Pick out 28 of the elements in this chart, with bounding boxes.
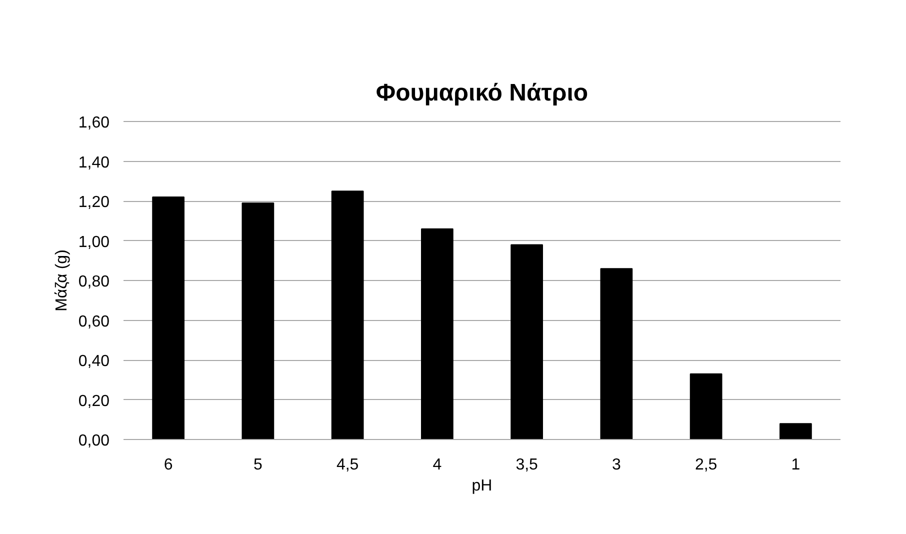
bar (421, 228, 454, 440)
y-tick-label: 1,40 (78, 154, 110, 172)
x-tick-label: 2,5 (694, 456, 718, 474)
bar (152, 196, 184, 440)
y-tick-label: 1,60 (78, 114, 110, 132)
y-tick-label: 0,60 (78, 313, 110, 330)
x-tick-label: 3,5 (516, 456, 538, 474)
y-tick-label: 0,40 (78, 353, 110, 370)
x-tick-label: 3 (612, 456, 621, 474)
x-axis-title: pH (472, 478, 492, 494)
y-tick-label: 0,20 (78, 392, 110, 410)
y-tick-label: 0,00 (78, 432, 110, 450)
x-tick-label: 5 (253, 456, 262, 474)
x-tick-label: 4 (432, 456, 442, 474)
y-tick-label: 1,00 (78, 234, 110, 251)
y-axis-title: Μάζα (g) (53, 250, 70, 312)
x-tick-label: 1 (791, 456, 800, 474)
bar (510, 244, 543, 440)
bar (690, 373, 722, 440)
x-tick-label: 4,5 (336, 456, 359, 474)
chart-title: Φουμαρικό Νάτριο (376, 80, 588, 106)
y-tick-label: 0,80 (78, 274, 110, 290)
bar (331, 190, 364, 440)
bar (600, 268, 633, 440)
y-tick-label: 1,20 (78, 194, 110, 211)
bar (242, 202, 274, 440)
x-tick-label: 6 (164, 456, 173, 474)
bar (780, 423, 812, 440)
